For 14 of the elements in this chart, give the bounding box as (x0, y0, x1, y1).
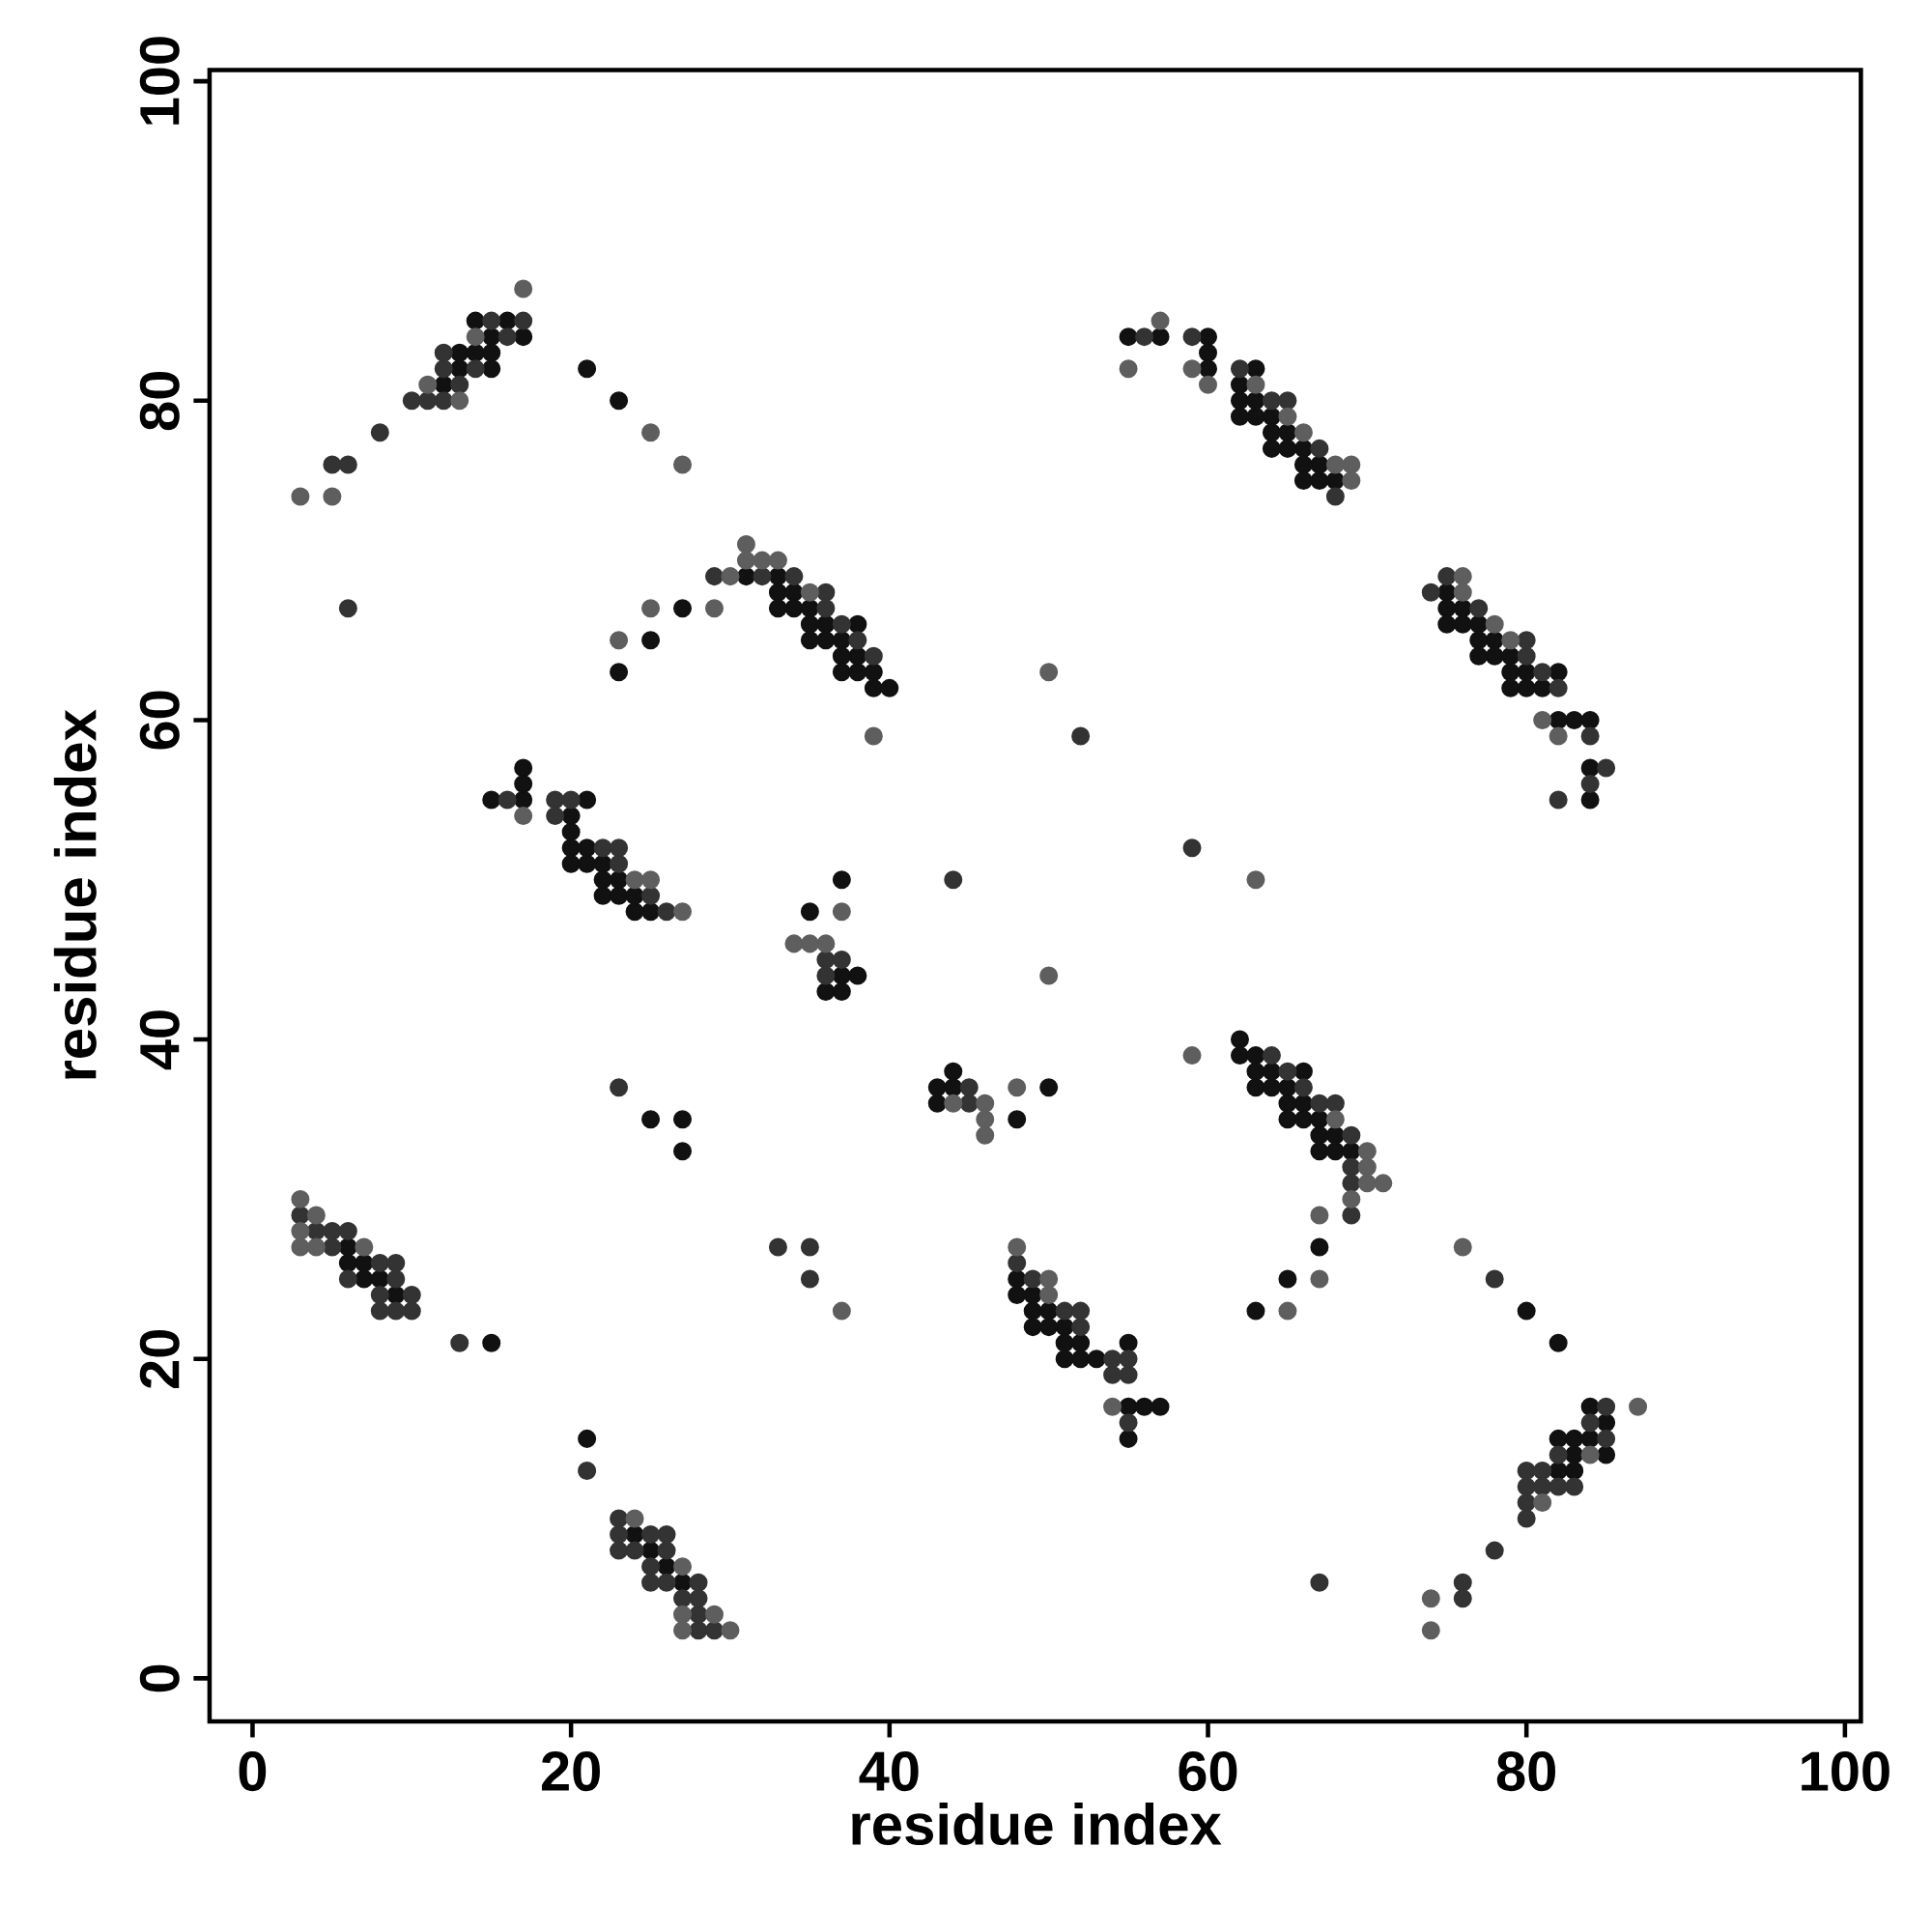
y-tick-label: 0 (139, 1664, 180, 1692)
x-tick-label: 60 (1179, 1751, 1237, 1792)
x-axis-title: residue index (852, 1802, 1222, 1846)
x-tick-label: 80 (1496, 1751, 1556, 1792)
y-tick-label: 80 (139, 371, 180, 431)
x-tick-label: 0 (239, 1751, 267, 1792)
x-tick-label: 40 (859, 1751, 919, 1792)
y-axis-title: residue index (53, 709, 97, 1079)
x-tick-label: 100 (1802, 1751, 1889, 1792)
y-tick-label: 100 (139, 37, 180, 125)
x-tick-label: 20 (541, 1751, 600, 1792)
y-tick-label: 20 (139, 1329, 180, 1388)
y-tick-label: 60 (139, 691, 180, 750)
y-tick-label: 40 (139, 1010, 180, 1070)
